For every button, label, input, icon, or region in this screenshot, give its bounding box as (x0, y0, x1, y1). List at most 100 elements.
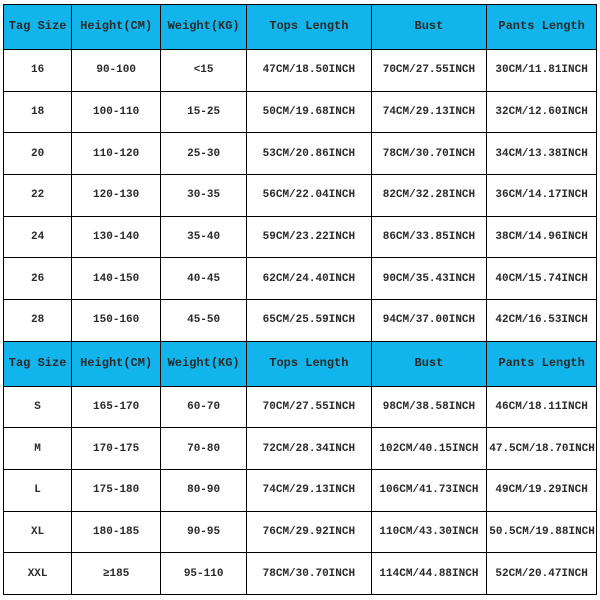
data-cell: 102CM/40.15INCH (371, 428, 487, 470)
data-cell: 90-95 (161, 511, 247, 553)
data-cell: 20 (4, 133, 72, 175)
data-cell: 34CM/13.38INCH (487, 133, 597, 175)
data-cell: 120-130 (72, 175, 161, 217)
data-cell: 170-175 (72, 428, 161, 470)
header-cell: Weight(KG) (161, 341, 247, 386)
data-cell: 110-120 (72, 133, 161, 175)
table-row: M170-17570-8072CM/28.34INCH102CM/40.15IN… (4, 428, 597, 470)
data-cell: 22 (4, 175, 72, 217)
data-cell: 72CM/28.34INCH (247, 428, 372, 470)
data-cell: 110CM/43.30INCH (371, 511, 487, 553)
header-cell: Pants Length (487, 341, 597, 386)
data-cell: 35-40 (161, 216, 247, 258)
header-cell: Tag Size (4, 5, 72, 50)
data-cell: 180-185 (72, 511, 161, 553)
data-cell: 56CM/22.04INCH (247, 175, 372, 217)
table-header-row: Tag SizeHeight(CM)Weight(KG)Tops LengthB… (4, 341, 597, 386)
data-cell: 100-110 (72, 91, 161, 133)
data-cell: 47.5CM/18.70INCH (487, 428, 597, 470)
data-cell: 74CM/29.13INCH (247, 469, 372, 511)
table-row: L175-18080-9074CM/29.13INCH106CM/41.73IN… (4, 469, 597, 511)
data-cell: 38CM/14.96INCH (487, 216, 597, 258)
data-cell: 42CM/16.53INCH (487, 299, 597, 341)
size-chart-body: Tag SizeHeight(CM)Weight(KG)Tops LengthB… (4, 5, 597, 595)
size-chart-table: Tag SizeHeight(CM)Weight(KG)Tops LengthB… (3, 4, 597, 595)
data-cell: 50CM/19.68INCH (247, 91, 372, 133)
header-cell: Pants Length (487, 5, 597, 50)
data-cell: 70CM/27.55INCH (247, 386, 372, 428)
table-row: 24130-14035-4059CM/23.22INCH86CM/33.85IN… (4, 216, 597, 258)
size-chart-container: Tag SizeHeight(CM)Weight(KG)Tops LengthB… (0, 0, 600, 600)
data-cell: 62CM/24.40INCH (247, 258, 372, 300)
data-cell: 90-100 (72, 50, 161, 92)
table-row: S165-17060-7070CM/27.55INCH98CM/38.58INC… (4, 386, 597, 428)
data-cell: 24 (4, 216, 72, 258)
header-cell: Tag Size (4, 341, 72, 386)
data-cell: 53CM/20.86INCH (247, 133, 372, 175)
table-header-row: Tag SizeHeight(CM)Weight(KG)Tops LengthB… (4, 5, 597, 50)
data-cell: 140-150 (72, 258, 161, 300)
data-cell: 15-25 (161, 91, 247, 133)
data-cell: XL (4, 511, 72, 553)
header-cell: Bust (371, 5, 487, 50)
data-cell: 150-160 (72, 299, 161, 341)
data-cell: 106CM/41.73INCH (371, 469, 487, 511)
data-cell: XXL (4, 553, 72, 595)
data-cell: 70CM/27.55INCH (371, 50, 487, 92)
header-cell: Height(CM) (72, 5, 161, 50)
header-cell: Tops Length (247, 5, 372, 50)
data-cell: 40-45 (161, 258, 247, 300)
data-cell: 90CM/35.43INCH (371, 258, 487, 300)
data-cell: 26 (4, 258, 72, 300)
data-cell: 52CM/20.47INCH (487, 553, 597, 595)
data-cell: S (4, 386, 72, 428)
data-cell: 40CM/15.74INCH (487, 258, 597, 300)
data-cell: 70-80 (161, 428, 247, 470)
data-cell: 78CM/30.70INCH (371, 133, 487, 175)
data-cell: 16 (4, 50, 72, 92)
data-cell: 80-90 (161, 469, 247, 511)
table-row: 28150-16045-5065CM/25.59INCH94CM/37.00IN… (4, 299, 597, 341)
data-cell: 47CM/18.50INCH (247, 50, 372, 92)
data-cell: 82CM/32.28INCH (371, 175, 487, 217)
data-cell: 25-30 (161, 133, 247, 175)
data-cell: 36CM/14.17INCH (487, 175, 597, 217)
data-cell: 50.5CM/19.88INCH (487, 511, 597, 553)
data-cell: 32CM/12.60INCH (487, 91, 597, 133)
header-cell: Bust (371, 341, 487, 386)
data-cell: 95-110 (161, 553, 247, 595)
data-cell: 59CM/23.22INCH (247, 216, 372, 258)
data-cell: <15 (161, 50, 247, 92)
data-cell: 114CM/44.88INCH (371, 553, 487, 595)
data-cell: 175-180 (72, 469, 161, 511)
data-cell: 30CM/11.81INCH (487, 50, 597, 92)
table-row: 22120-13030-3556CM/22.04INCH82CM/32.28IN… (4, 175, 597, 217)
table-row: 18100-11015-2550CM/19.68INCH74CM/29.13IN… (4, 91, 597, 133)
data-cell: 74CM/29.13INCH (371, 91, 487, 133)
data-cell: L (4, 469, 72, 511)
data-cell: 49CM/19.29INCH (487, 469, 597, 511)
header-cell: Tops Length (247, 341, 372, 386)
table-row: 26140-15040-4562CM/24.40INCH90CM/35.43IN… (4, 258, 597, 300)
data-cell: 45-50 (161, 299, 247, 341)
data-cell: 46CM/18.11INCH (487, 386, 597, 428)
table-row: XXL≥18595-11078CM/30.70INCH114CM/44.88IN… (4, 553, 597, 595)
data-cell: 60-70 (161, 386, 247, 428)
data-cell: 28 (4, 299, 72, 341)
table-row: XL180-18590-9576CM/29.92INCH110CM/43.30I… (4, 511, 597, 553)
data-cell: M (4, 428, 72, 470)
data-cell: 165-170 (72, 386, 161, 428)
data-cell: 98CM/38.58INCH (371, 386, 487, 428)
data-cell: 94CM/37.00INCH (371, 299, 487, 341)
table-row: 20110-12025-3053CM/20.86INCH78CM/30.70IN… (4, 133, 597, 175)
data-cell: 65CM/25.59INCH (247, 299, 372, 341)
data-cell: 18 (4, 91, 72, 133)
data-cell: ≥185 (72, 553, 161, 595)
header-cell: Weight(KG) (161, 5, 247, 50)
data-cell: 86CM/33.85INCH (371, 216, 487, 258)
table-row: 1690-100<1547CM/18.50INCH70CM/27.55INCH3… (4, 50, 597, 92)
data-cell: 30-35 (161, 175, 247, 217)
data-cell: 130-140 (72, 216, 161, 258)
header-cell: Height(CM) (72, 341, 161, 386)
data-cell: 76CM/29.92INCH (247, 511, 372, 553)
